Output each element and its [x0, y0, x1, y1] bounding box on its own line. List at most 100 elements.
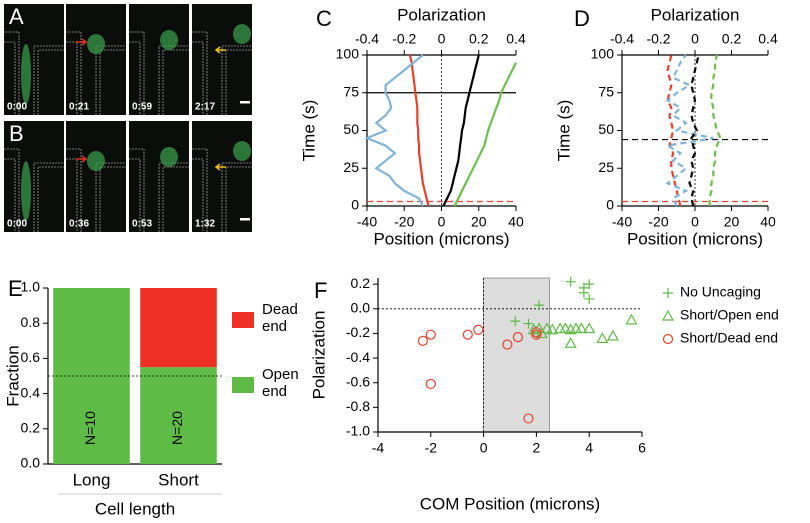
x2-tick-label: 0 [691, 31, 699, 47]
y-tick-label: 0.2 [21, 420, 41, 436]
y-tick-label: 75 [598, 83, 614, 99]
bar-annotation: N=20 [169, 411, 185, 445]
scale-bar [240, 218, 250, 221]
scatter-point [578, 287, 589, 298]
scatter-point [583, 322, 596, 334]
scatter-point [559, 322, 572, 334]
scatter-point [417, 335, 428, 346]
scatter-point [510, 316, 521, 327]
x-tick-label: 0 [691, 214, 699, 230]
x2-tick-label: -0.4 [610, 31, 634, 47]
y-tick-label: 0 [351, 197, 359, 213]
cell-fluorescence [87, 151, 105, 171]
x-tick-label: 0 [480, 440, 488, 456]
scatter-point [502, 339, 513, 350]
scatter-point [473, 324, 484, 335]
timestamp: 2:17 [195, 102, 215, 113]
y-tick-label: 0.2 [351, 275, 371, 291]
scatter-point [546, 323, 559, 335]
arrow [214, 163, 226, 171]
x-tick-label: 4 [585, 440, 593, 456]
y-tick-label: -0.2 [346, 324, 370, 340]
panel-letter: E [8, 276, 23, 301]
channel-outline [192, 31, 252, 115]
timestamp: 0:21 [69, 102, 89, 113]
channel-outline [192, 148, 252, 232]
x-tick-label: -20 [394, 214, 414, 230]
series-line [453, 62, 517, 207]
legend-swatch [232, 377, 254, 393]
panel-letter: C [316, 6, 332, 31]
cell-fluorescence [233, 141, 251, 161]
y-tick-label: 1.0 [21, 279, 41, 295]
legend-label: Open end [262, 366, 299, 400]
bar-segment [140, 288, 217, 368]
channel-outline [129, 31, 189, 115]
x-tick-label: -20 [648, 214, 668, 230]
y-tick-label: 100 [336, 46, 360, 62]
scatter-point [575, 322, 588, 334]
legend-swatch [232, 312, 254, 328]
x-tick-label: 2 [533, 440, 541, 456]
scatter-point [584, 279, 595, 290]
x2-axis-title: Polarization [651, 5, 740, 24]
x-axis-title: Position (microns) [627, 229, 763, 248]
scatter-point [625, 313, 638, 325]
x2-tick-label: 0 [438, 31, 446, 47]
x2-tick-label: 0.4 [506, 31, 526, 47]
y-tick-label: 0 [606, 197, 614, 213]
y-tick-label: 0.8 [21, 314, 41, 330]
y-tick-label: -1.0 [346, 423, 370, 439]
timestamp: 0:00 [7, 219, 27, 230]
x-tick-label: -40 [357, 214, 377, 230]
x-tick-label: 40 [760, 214, 776, 230]
channel-outline [4, 148, 64, 232]
x-tick-label: 6 [638, 440, 646, 456]
x2-tick-label: -0.4 [355, 31, 379, 47]
channel-outline [4, 31, 64, 115]
y-tick-label: 0.0 [21, 455, 41, 471]
x-tick-label: 20 [724, 214, 740, 230]
series-line [408, 54, 430, 207]
scatter-point [584, 293, 595, 304]
x-tick-label: 0 [438, 214, 446, 230]
y-tick-label: 25 [598, 159, 614, 175]
scatter-point [523, 413, 534, 424]
shaded-region [483, 277, 551, 433]
arrow [214, 46, 226, 54]
y-tick-label: 75 [343, 83, 359, 99]
y-tick-label: -0.6 [346, 373, 370, 389]
scatter-point [564, 337, 577, 348]
bar-segment [140, 367, 217, 464]
arrow [76, 155, 88, 163]
series-line [708, 54, 722, 206]
y-tick-label: 50 [598, 121, 614, 137]
bar-annotation: N=10 [82, 411, 98, 445]
legend-label: Dead end [262, 301, 298, 335]
scatter-point [425, 329, 436, 340]
y-tick-label: 0.0 [351, 300, 371, 316]
y-axis-title: Fraction [3, 345, 22, 406]
timestamp: 1:32 [195, 219, 215, 230]
y-tick-label: 0.4 [21, 384, 41, 400]
x-tick-label: -2 [425, 440, 438, 456]
x2-tick-label: -0.2 [392, 31, 416, 47]
scatter-point [534, 300, 545, 311]
cell-fluorescence [233, 24, 251, 44]
legend-marker [662, 333, 674, 345]
scatter-point [540, 322, 553, 334]
scatter-point [606, 329, 619, 341]
cell-fluorescence [87, 34, 105, 54]
series-line [442, 54, 480, 207]
y-tick-label: -0.4 [346, 349, 370, 365]
y-tick-label: 100 [591, 46, 615, 62]
scatter-point [523, 318, 534, 329]
y-axis-title: Polarization [309, 311, 328, 400]
panel-letter: A [9, 4, 24, 29]
series-line [666, 54, 682, 207]
scale-bar [240, 101, 250, 104]
x-axis-title: Position (microns) [373, 229, 509, 248]
y-axis-title: Time (s) [299, 100, 318, 162]
